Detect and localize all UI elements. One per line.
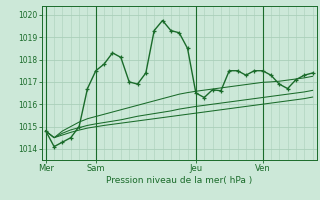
X-axis label: Pression niveau de la mer( hPa ): Pression niveau de la mer( hPa )	[106, 176, 252, 185]
